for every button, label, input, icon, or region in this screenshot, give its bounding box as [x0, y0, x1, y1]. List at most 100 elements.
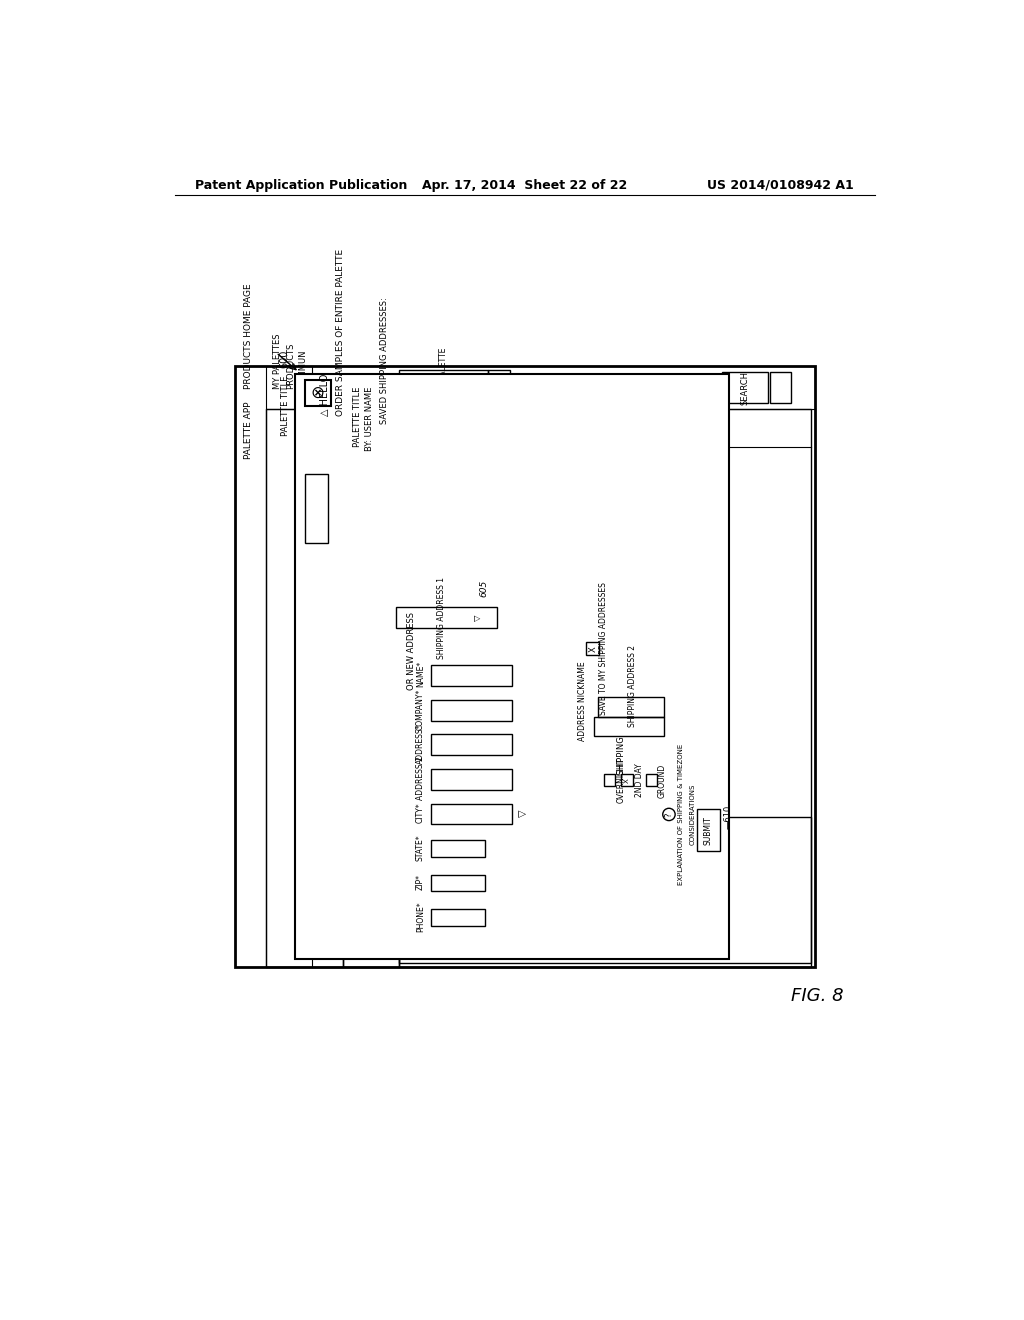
Bar	[469, 763, 512, 785]
Text: COMMUN: COMMUN	[299, 350, 307, 389]
Text: ADDRESS 2: ADDRESS 2	[416, 756, 425, 800]
Text: SCALE: SCALE	[367, 672, 376, 698]
Bar	[722, 372, 768, 404]
Bar	[431, 804, 512, 825]
Bar	[598, 697, 664, 717]
Text: +: +	[538, 932, 548, 941]
Bar	[343, 409, 399, 966]
Text: MY PALETTES: MY PALETTES	[430, 748, 438, 800]
Bar	[523, 566, 589, 659]
Text: ▽: ▽	[517, 809, 527, 817]
Text: ORDER SAMPLES OF ENTIRE PALETTE: ORDER SAMPLES OF ENTIRE PALETTE	[336, 249, 345, 416]
Text: FIG. 8: FIG. 8	[791, 987, 843, 1005]
Text: PHONE*: PHONE*	[416, 902, 425, 932]
Text: ⊗: ⊗	[311, 384, 325, 403]
Text: 605: 605	[480, 579, 488, 598]
Bar	[431, 665, 512, 686]
Bar	[431, 734, 512, 755]
Text: OR NEW ADDRESS: OR NEW ADDRESS	[408, 612, 416, 690]
Text: C: C	[517, 771, 526, 777]
Text: MY PALETTES: MY PALETTES	[273, 334, 282, 389]
Text: ORDER ALL SAMPLES: ORDER ALL SAMPLES	[470, 760, 479, 842]
Bar	[305, 474, 328, 544]
Text: +: +	[475, 932, 485, 941]
Text: CURRENT LIBRARY:: CURRENT LIBRARY:	[441, 850, 451, 929]
Bar	[612, 763, 634, 785]
Text: BACK: BACK	[367, 602, 376, 624]
Text: SHIPPING ADDRESS 2: SHIPPING ADDRESS 2	[628, 645, 637, 727]
Text: TO BACK: TO BACK	[367, 521, 376, 558]
Bar	[295, 374, 729, 960]
Bar	[403, 763, 465, 785]
Text: +: +	[591, 770, 601, 779]
Bar	[531, 921, 554, 952]
Text: +: +	[564, 770, 574, 779]
Text: STATE*: STATE*	[416, 834, 425, 861]
Bar	[431, 700, 512, 721]
Text: PALETTE TITLE: PALETTE TITLE	[353, 387, 361, 447]
Ellipse shape	[408, 554, 429, 570]
Bar	[594, 717, 664, 737]
Text: SAVED SHIPPING ADDRESSES:: SAVED SHIPPING ADDRESSES:	[380, 297, 389, 424]
Bar	[234, 367, 815, 966]
Bar	[431, 909, 485, 927]
Bar	[439, 789, 509, 813]
Text: 2ND DAY: 2ND DAY	[635, 764, 644, 797]
Text: MY LIBRARIES: MY LIBRARIES	[414, 861, 423, 919]
Text: DELETE: DELETE	[367, 451, 376, 484]
Bar	[431, 875, 485, 891]
Bar	[403, 789, 435, 813]
Bar	[305, 380, 331, 407]
Bar	[399, 817, 811, 964]
Text: +: +	[507, 932, 517, 941]
Text: PALE: PALE	[495, 380, 504, 399]
Text: PRODUCTS: PRODUCTS	[287, 343, 295, 389]
Text: SEARCH: SEARCH	[485, 759, 495, 789]
Text: PRODUCTS HOME PAGE: PRODUCTS HOME PAGE	[244, 284, 253, 389]
Bar	[403, 737, 465, 759]
Bar	[646, 775, 657, 785]
Text: ▽: ▽	[473, 615, 482, 622]
Bar	[399, 370, 488, 409]
Bar	[266, 409, 343, 966]
Text: ?: ?	[665, 812, 674, 817]
Text: TO FRONT: TO FRONT	[367, 554, 376, 598]
Text: BY: USER NAME: BY: USER NAME	[365, 387, 374, 451]
Text: PALETTE TITLE: PALETTE TITLE	[281, 375, 290, 436]
Text: OVERNIGHT: OVERNIGHT	[617, 758, 626, 804]
Bar	[431, 840, 485, 857]
Circle shape	[512, 764, 531, 784]
Bar	[488, 370, 510, 409]
Bar	[558, 763, 580, 785]
Text: EXPLANATION OF SHIPPING & TIMEZONE: EXPLANATION OF SHIPPING & TIMEZONE	[678, 743, 684, 886]
Bar	[403, 590, 461, 659]
Text: +: +	[568, 932, 579, 941]
Text: NAME*: NAME*	[416, 661, 425, 688]
Text: UPLOAD: UPLOAD	[367, 704, 376, 738]
Bar	[500, 921, 523, 952]
Text: SHIPPING: SHIPPING	[616, 735, 626, 775]
Text: ZIP*: ZIP*	[416, 874, 425, 890]
Text: ACTIONS:: ACTIONS:	[539, 756, 547, 792]
Bar	[399, 409, 811, 966]
Text: DUPLICATE: DUPLICATE	[367, 480, 376, 527]
Text: SEARCH: SEARCH	[740, 371, 750, 405]
Text: US 2014/0108942 A1: US 2014/0108942 A1	[708, 178, 854, 191]
Text: PALETTE APP: PALETTE APP	[244, 401, 253, 459]
Text: —610: —610	[723, 805, 732, 829]
Text: GROUND: GROUND	[658, 763, 667, 797]
Text: SAVE TO MY SHIPPING ADDRESSES: SAVE TO MY SHIPPING ADDRESSES	[599, 582, 608, 714]
Ellipse shape	[429, 554, 452, 570]
Bar	[770, 372, 792, 404]
Text: SUBMIT: SUBMIT	[703, 816, 713, 845]
Bar	[396, 607, 497, 628]
Text: CREATE NEW PALETTE: CREATE NEW PALETTE	[439, 347, 447, 432]
Bar	[586, 642, 599, 655]
Text: FRONT: FRONT	[367, 635, 376, 663]
Bar	[586, 763, 607, 785]
Text: TOOLBAR: TOOLBAR	[367, 412, 376, 451]
Bar	[562, 921, 586, 952]
Text: +: +	[618, 770, 629, 779]
Text: LIBRARY 1: LIBRARY 1	[422, 729, 431, 767]
Bar	[697, 809, 720, 851]
